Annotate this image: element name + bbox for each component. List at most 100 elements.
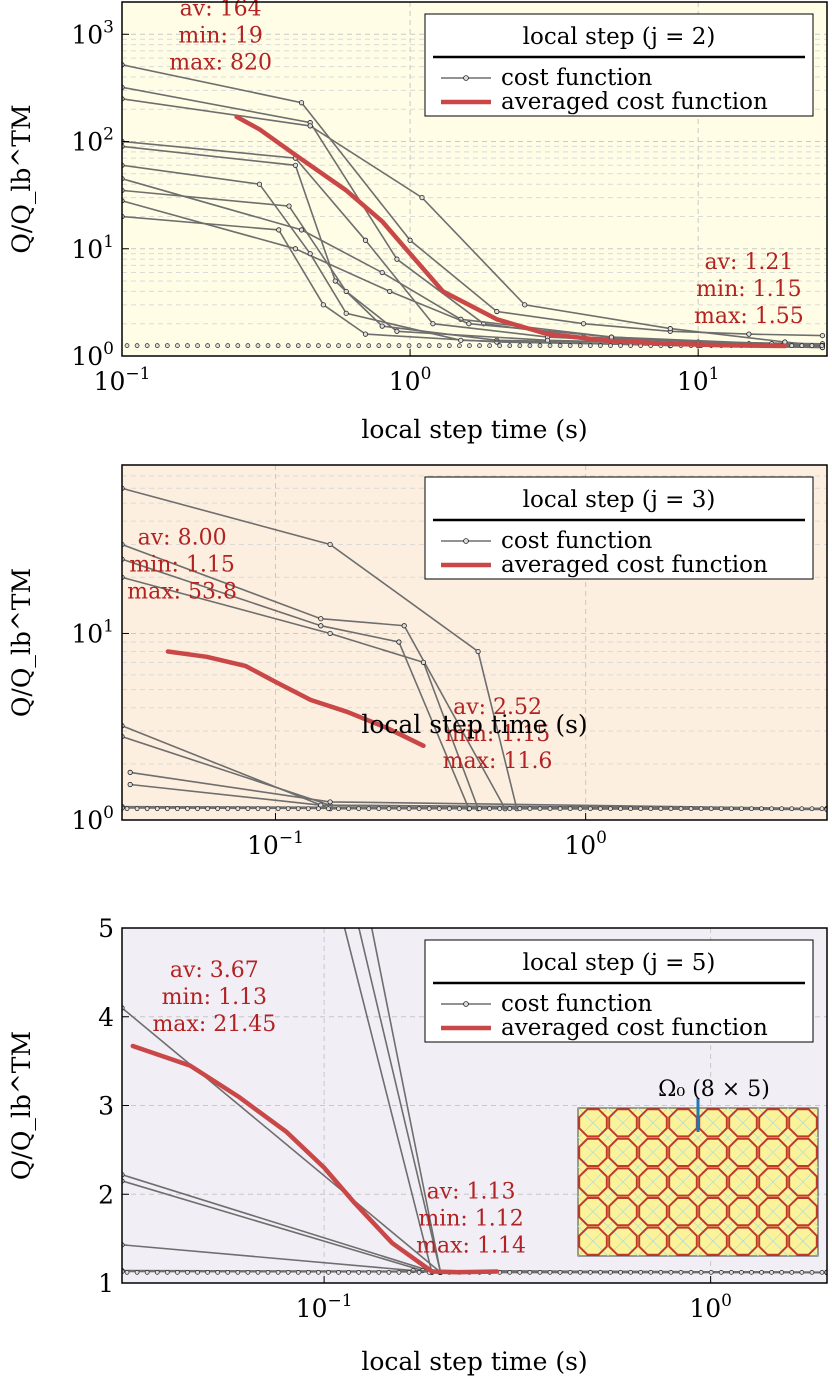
cost-function-point — [407, 237, 413, 243]
cost-function-point — [698, 1269, 704, 1275]
inset-mesh: Ω₀ (8 × 5) — [577, 1077, 819, 1257]
x-tick-label: 100 — [389, 364, 432, 396]
cost-function-point — [567, 343, 573, 348]
cost-function-point — [799, 806, 805, 812]
cost-function-point — [356, 1269, 362, 1275]
cost-function-point — [275, 806, 281, 812]
cost-function-point — [466, 321, 472, 327]
cost-function-point — [608, 343, 613, 348]
inset-cell — [608, 1167, 638, 1197]
cost-function-point — [215, 806, 221, 812]
cost-function-point — [749, 806, 754, 812]
cost-function-point — [124, 806, 130, 812]
inset-cell — [788, 1108, 818, 1138]
cost-function-point — [567, 806, 573, 812]
cost-function-point — [547, 806, 553, 812]
inset-cell — [698, 1167, 728, 1197]
inset-cell — [728, 1137, 758, 1167]
legend: local step (j = 5) cost functionaveraged … — [424, 939, 814, 1043]
y-tick-label: 101 — [71, 616, 114, 648]
cost-function-point — [225, 806, 231, 812]
inset-cell — [788, 1197, 818, 1227]
inset-cell — [578, 1108, 608, 1138]
cost-function-point — [494, 308, 500, 315]
cost-function-series — [122, 485, 827, 812]
x-tick-label: 101 — [677, 364, 720, 396]
inset-cell — [728, 1226, 758, 1256]
annotation-text: min: 1.15 — [696, 277, 801, 302]
y-tick-label: 100 — [71, 803, 114, 835]
cost-function-series — [122, 908, 827, 1275]
legend-box — [424, 13, 814, 117]
cost-function-point — [154, 343, 160, 348]
cost-function-point — [749, 1269, 754, 1275]
cost-function-point — [426, 806, 432, 812]
annotation-text: min: 1.15 — [129, 552, 234, 577]
inset-label: Ω₀ (8 × 5) — [658, 1077, 770, 1102]
cost-function-point — [366, 908, 370, 912]
cost-function-point — [537, 806, 543, 812]
inset-cell — [728, 1197, 758, 1227]
legend-box — [424, 939, 814, 1043]
cost-function-point — [416, 343, 422, 348]
cost-function-point — [326, 806, 331, 812]
cost-function-point — [285, 343, 291, 348]
plot-frame — [121, 1, 828, 357]
cost-function-point — [307, 123, 313, 129]
cost-function-point — [144, 806, 150, 812]
cost-function-tail — [124, 1269, 825, 1275]
cost-function-point — [688, 1269, 694, 1275]
cost-function-point — [420, 659, 427, 665]
x-tick-label: 100 — [689, 1291, 732, 1323]
cost-function-point — [678, 1269, 684, 1275]
legend: local step (j = 3) cost functionaveraged … — [424, 476, 814, 580]
cost-function-point — [759, 1269, 764, 1275]
cost-function-point — [285, 806, 291, 812]
cost-function-point — [305, 1269, 311, 1275]
inset-cell — [668, 1226, 698, 1256]
cost-function-point — [598, 343, 603, 348]
cost-function-point — [327, 630, 333, 637]
cost-function-point — [215, 343, 221, 348]
legend-swatch-marker — [463, 75, 469, 81]
cost-function-point — [406, 343, 412, 348]
annotation-text: min: 1.13 — [162, 985, 267, 1010]
cost-function-point — [487, 806, 492, 812]
cost-function-point — [628, 806, 633, 812]
cost-function-point — [587, 806, 593, 812]
grid — [122, 465, 827, 820]
cost-function-point — [789, 806, 795, 812]
cost-function-point — [608, 806, 613, 812]
cost-function-point — [477, 806, 482, 812]
cost-function-point — [401, 623, 407, 629]
cost-function-point — [598, 806, 603, 812]
inset-cell — [728, 1167, 758, 1197]
plot-frame — [121, 464, 828, 821]
inset-cell — [578, 1137, 608, 1167]
cost-function-point — [343, 288, 349, 295]
inset-cell — [668, 1197, 698, 1227]
cost-function-point — [430, 321, 436, 327]
cost-function-point — [769, 806, 774, 812]
cost-function-point — [527, 343, 533, 348]
x-axis-label: local step time (s) — [361, 710, 587, 739]
cost-function-point — [638, 806, 644, 812]
cost-function-point — [144, 1269, 150, 1275]
cost-function-point — [276, 227, 282, 233]
cost-function-point — [164, 806, 170, 812]
annotation-text: max: 21.45 — [152, 1012, 276, 1037]
cost-function-point — [346, 343, 351, 348]
inset-cell — [788, 1167, 818, 1197]
inset-cell — [788, 1226, 818, 1256]
cost-function-point — [292, 246, 299, 252]
legend-item-averaged: averaged cost function — [501, 1015, 768, 1041]
cost-function-point — [708, 1269, 714, 1275]
cost-function-point — [326, 1269, 331, 1275]
cost-function-point — [185, 1269, 190, 1275]
annotation-text: max: 53.8 — [127, 579, 237, 604]
legend-swatch-marker — [463, 1001, 469, 1007]
cost-function-point — [255, 343, 261, 348]
cost-function-point — [316, 343, 321, 348]
